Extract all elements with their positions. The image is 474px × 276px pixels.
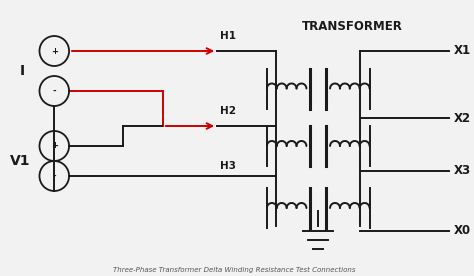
Text: +: + bbox=[51, 142, 58, 150]
Text: X3: X3 bbox=[454, 164, 471, 177]
Text: -: - bbox=[53, 86, 56, 95]
Text: X2: X2 bbox=[454, 112, 471, 124]
Text: TRANSFORMER: TRANSFORMER bbox=[302, 20, 403, 33]
Text: H3: H3 bbox=[220, 161, 236, 171]
Text: V1: V1 bbox=[9, 154, 30, 168]
Text: I: I bbox=[20, 64, 25, 78]
Text: +: + bbox=[51, 46, 58, 55]
Text: X0: X0 bbox=[454, 224, 471, 238]
Text: Three-Phase Transformer Delta Winding Resistance Test Connections: Three-Phase Transformer Delta Winding Re… bbox=[113, 267, 355, 273]
Text: X1: X1 bbox=[454, 44, 471, 57]
Text: H2: H2 bbox=[220, 106, 236, 116]
Text: -: - bbox=[53, 171, 56, 181]
Text: H1: H1 bbox=[220, 31, 236, 41]
